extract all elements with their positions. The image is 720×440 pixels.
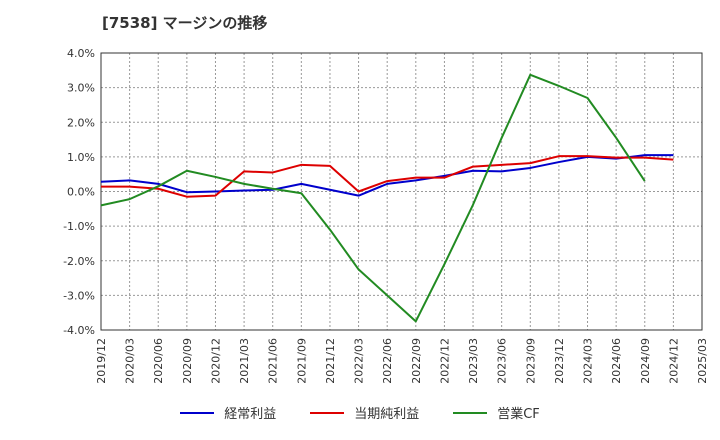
legend-item-eigyocf: 営業CF <box>453 403 540 422</box>
y-tick-label: -2.0% <box>63 255 95 268</box>
x-tick-label: 2024/03 <box>582 338 595 384</box>
y-tick-label: -4.0% <box>63 324 95 337</box>
y-tick-label: -3.0% <box>63 289 95 302</box>
series-line-0 <box>100 154 674 197</box>
y-tick-label: 2.0% <box>67 116 95 129</box>
x-tick-label: 2019/12 <box>95 338 108 384</box>
legend-label-eigyocf: 営業CF <box>497 407 540 422</box>
x-tick-label: 2021/06 <box>267 338 280 384</box>
y-tick-label: -1.0% <box>63 220 95 233</box>
legend-label-junri: 当期純利益 <box>354 407 420 422</box>
x-tick-label: 2022/09 <box>410 338 423 384</box>
x-tick-label: 2023/12 <box>553 338 566 384</box>
x-tick-label: 2020/03 <box>124 338 137 384</box>
series-line-2 <box>100 73 646 323</box>
x-tick-label: 2020/06 <box>152 338 165 384</box>
x-tick-label: 2022/06 <box>381 338 394 384</box>
x-tick-label: 2025/03 <box>696 338 709 384</box>
x-tick-label: 2020/09 <box>181 338 194 384</box>
x-tick-label: 2022/12 <box>438 338 451 384</box>
legend-swatch-eigyocf <box>453 411 488 414</box>
x-tick-label: 2020/12 <box>209 338 222 384</box>
legend-item-junri: 当期純利益 <box>310 403 419 422</box>
x-tick-label: 2023/03 <box>467 338 480 384</box>
series-line-1 <box>101 155 674 198</box>
y-tick-label: 3.0% <box>67 82 95 95</box>
x-tick-label: 2022/03 <box>353 338 366 384</box>
x-tick-label: 2024/09 <box>639 338 652 384</box>
legend-swatch-keijo <box>180 411 215 414</box>
legend: 経常利益 当期純利益 営業CF <box>0 403 720 422</box>
plot-border <box>100 52 703 331</box>
x-tick-label: 2024/12 <box>667 338 680 384</box>
y-tick-label: 0.0% <box>67 186 95 199</box>
x-tick-label: 2023/06 <box>496 338 509 384</box>
x-tick-label: 2021/12 <box>324 338 337 384</box>
legend-item-keijo: 経常利益 <box>180 403 276 422</box>
x-tick-label: 2024/06 <box>610 338 623 384</box>
y-tick-label: 1.0% <box>67 151 95 164</box>
x-tick-label: 2023/09 <box>524 338 537 384</box>
y-tick-label: 4.0% <box>67 47 95 60</box>
x-tick-label: 2021/09 <box>295 338 308 384</box>
x-tick-label: 2021/03 <box>238 338 251 384</box>
legend-label-keijo: 経常利益 <box>224 407 277 422</box>
legend-swatch-junri <box>310 411 345 414</box>
chart-title: [7538] マージンの推移 <box>102 14 268 32</box>
